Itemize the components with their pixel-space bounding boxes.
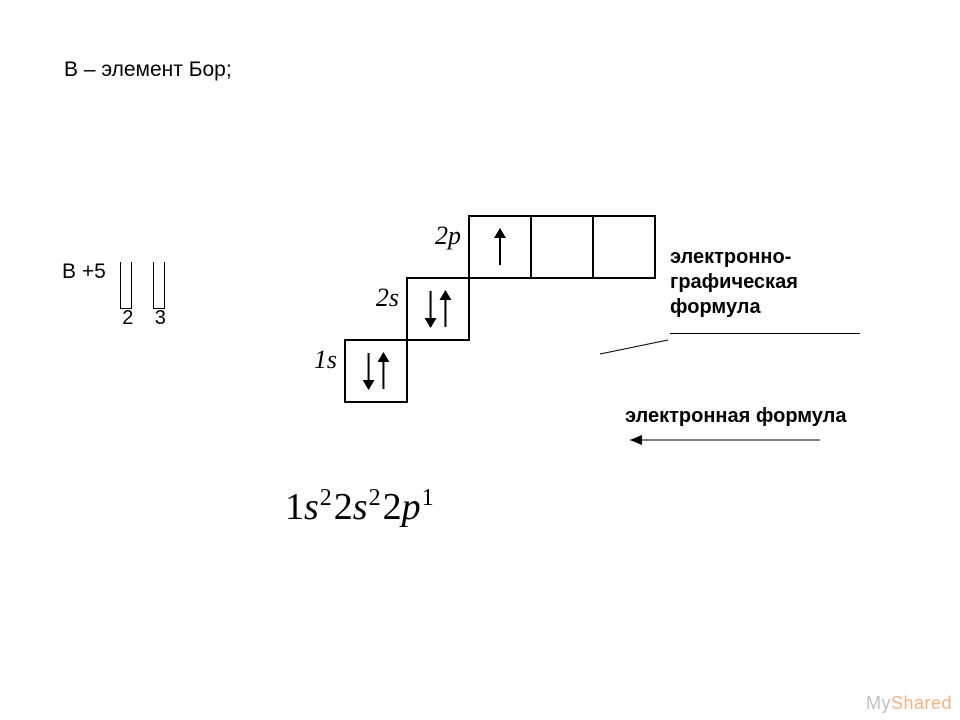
watermark-plain: My	[866, 693, 891, 713]
electronic-formula: 1s22s22p1	[285, 485, 436, 529]
watermark-accent: Shared	[891, 693, 952, 713]
watermark: MyShared	[866, 693, 952, 714]
label-electronic-formula: электронная формула	[625, 405, 846, 428]
annotation-pointers	[0, 0, 960, 720]
